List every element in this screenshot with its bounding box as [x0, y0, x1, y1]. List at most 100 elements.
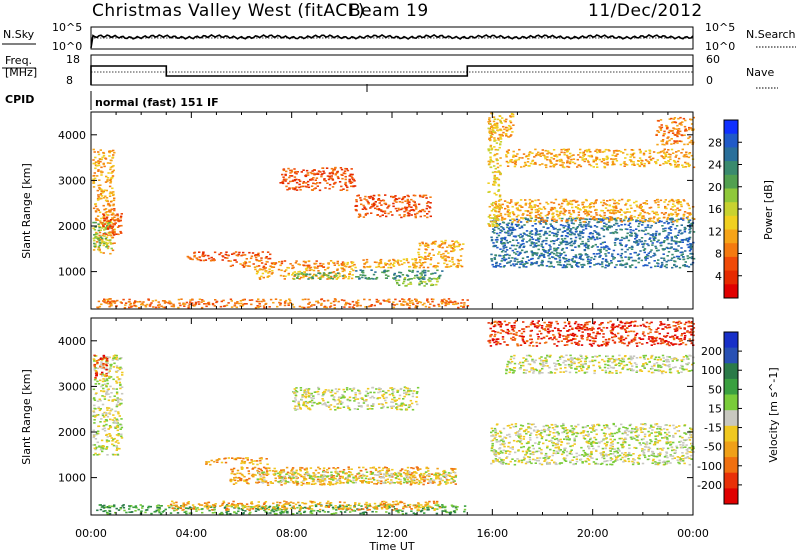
data-cell-power-14 [535, 239, 538, 241]
data-cell-power-13 [323, 300, 326, 302]
data-cell-power-9 [333, 264, 336, 266]
data-cell-power-13 [269, 298, 273, 301]
data-cell-velocity-0 [116, 366, 119, 369]
data-cell-power-14 [675, 225, 679, 227]
data-cell-power-1 [101, 227, 104, 229]
colorbar-swatch [724, 270, 738, 285]
data-cell-power-14 [502, 245, 505, 247]
data-cell-velocity-3 [339, 481, 343, 484]
data-cell-power-13 [355, 301, 358, 304]
data-cell-velocity-0 [99, 364, 102, 367]
data-cell-power-14 [541, 248, 545, 251]
data-cell-power-17 [504, 126, 508, 129]
data-cell-velocity-2 [248, 462, 252, 464]
data-cell-power-12 [421, 196, 425, 198]
data-cell-power-16 [604, 162, 607, 165]
data-cell-power-14 [538, 238, 541, 240]
data-cell-power-0 [103, 189, 106, 192]
data-cell-power-14 [638, 222, 641, 225]
data-cell-power-16 [579, 151, 582, 154]
data-cell-power-7 [398, 275, 401, 277]
data-cell-power-15 [545, 201, 548, 204]
data-cell-velocity-3 [417, 469, 420, 471]
data-cell-power-1 [101, 237, 104, 240]
data-cell-velocity-0 [114, 354, 117, 357]
data-cell-power-14 [517, 234, 520, 237]
data-cell-power-10 [425, 242, 428, 245]
data-cell-power-15 [657, 204, 660, 206]
data-cell-power-14 [566, 232, 569, 234]
data-cell-power-15 [555, 219, 558, 222]
data-cell-power-13 [219, 305, 223, 308]
data-cell-velocity-0 [113, 421, 116, 424]
data-cell-power-10 [417, 253, 421, 256]
data-cell-velocity-0 [112, 438, 115, 441]
data-cell-power-16 [560, 151, 563, 154]
data-cell-power-11 [298, 186, 301, 189]
data-cell-power-11 [290, 171, 294, 173]
data-cell-power-12 [403, 214, 406, 216]
data-cell-power-15 [671, 213, 675, 216]
data-cell-power-14 [572, 242, 575, 245]
data-cell-power-14 [654, 236, 657, 238]
data-cell-power-14 [509, 247, 512, 250]
data-cell-power-18 [665, 124, 668, 127]
data-cell-power-11 [285, 178, 288, 181]
data-cell-power-18 [673, 117, 677, 119]
data-cell-power-14 [691, 256, 694, 258]
data-cell-power-15 [537, 199, 540, 201]
data-cell-power-15 [542, 206, 546, 208]
data-cell-velocity-1 [105, 364, 108, 367]
data-cell-power-14 [606, 228, 609, 231]
data-cell-power-14 [603, 241, 606, 243]
data-cell-power-14 [568, 242, 571, 244]
data-cell-velocity-0 [115, 388, 118, 390]
data-cell-power-16 [672, 159, 676, 162]
data-cell-power-7 [361, 276, 364, 279]
data-cell-power-5 [283, 278, 286, 280]
data-cell-power-16 [579, 148, 582, 151]
data-cell-power-13 [191, 302, 194, 304]
data-cell-power-11 [338, 181, 342, 183]
data-cell-velocity-0 [92, 415, 95, 417]
data-cell-power-14 [548, 230, 552, 233]
data-cell-velocity-3 [319, 483, 322, 486]
data-cell-power-14 [519, 263, 522, 265]
colorbar-swatch [724, 229, 738, 244]
data-cell-power-16 [515, 159, 518, 162]
data-cell-power-14 [674, 265, 678, 268]
data-cell-power-13 [392, 301, 395, 303]
data-cell-power-13 [205, 303, 208, 305]
data-cell-power-14 [510, 233, 513, 235]
data-cell-power-5 [258, 278, 262, 280]
data-cell-velocity-3 [305, 467, 308, 470]
data-cell-power-16 [555, 154, 558, 156]
data-cell-velocity-3 [451, 469, 454, 472]
data-cell-velocity-3 [278, 470, 282, 473]
data-cell-power-15 [512, 212, 515, 215]
data-cell-velocity-1 [102, 366, 105, 369]
data-cell-velocity-3 [251, 473, 255, 476]
data-cell-power-6 [311, 276, 314, 278]
data-cell-power-15 [664, 205, 667, 208]
data-cell-power-15 [540, 212, 543, 214]
data-cell-power-0 [94, 156, 97, 159]
data-cell-power-12 [419, 210, 423, 213]
data-cell-power-14 [499, 231, 502, 234]
data-cell-power-12 [367, 201, 370, 204]
data-cell-power-19 [487, 216, 491, 218]
data-cell-velocity-0 [107, 407, 111, 409]
data-cell-velocity-3 [402, 471, 406, 474]
data-cell-power-13 [235, 306, 238, 309]
data-cell-power-17 [488, 130, 491, 132]
data-cell-power-12 [370, 206, 373, 208]
data-cell-velocity-3 [336, 467, 340, 469]
data-cell-power-15 [529, 205, 533, 207]
data-cell-power-14 [593, 225, 597, 227]
data-cell-power-4 [273, 263, 277, 266]
data-cell-power-17 [507, 124, 511, 127]
data-cell-velocity-0 [105, 360, 108, 363]
data-cell-power-0 [108, 205, 112, 207]
data-cell-power-13 [442, 301, 445, 303]
data-cell-power-14 [526, 262, 529, 264]
